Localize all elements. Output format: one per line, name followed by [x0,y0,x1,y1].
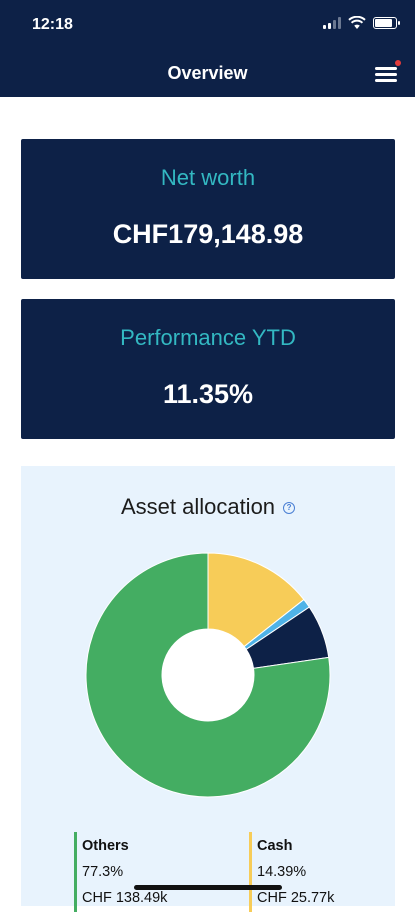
status-icons [323,16,400,30]
wifi-icon [348,16,366,29]
legend-color-stripe [249,832,252,912]
net-worth-value: CHF179,148.98 [112,219,304,249]
performance-value: 11.35% [162,379,254,409]
hamburger-menu-icon[interactable] [375,60,401,84]
net-worth-card[interactable]: Net worth CHF179,148.98 [21,139,395,279]
donut-hole [162,629,254,721]
legend-color-stripe [74,832,77,912]
legend-percent: 77.3% [82,864,124,880]
performance-label: Performance YTD [120,325,296,350]
legend-name: Others [82,838,129,854]
net-worth-label: Net worth [160,165,256,190]
legend-item-others[interactable]: Others 77.3% CHF 138.49k [74,832,167,912]
question-circle-icon[interactable]: ? [283,502,296,515]
asset-allocation-panel: Asset allocation? Others 77.3% CHF 138.4… [21,466,395,912]
legend-percent: 14.39% [257,864,307,880]
asset-allocation-donut-chart [85,552,331,798]
legend-item-cash[interactable]: Cash 14.39% CHF 25.77k [249,832,334,912]
legend-amount: CHF 25.77k [257,890,335,906]
home-indicator[interactable] [134,885,282,890]
asset-allocation-title: Asset allocation [120,494,276,519]
asset-allocation-heading: Asset allocation? [21,494,395,520]
page-title: Overview [167,63,248,83]
legend-amount: CHF 138.49k [82,890,168,906]
legend-name: Cash [257,838,293,854]
status-time: 12:18 [32,16,73,33]
cellular-signal-icon [323,17,341,29]
performance-card[interactable]: Performance YTD 11.35% [21,299,395,439]
notification-dot [395,60,401,66]
app-header: 12:18 Overview [0,0,415,97]
battery-icon [373,17,400,29]
